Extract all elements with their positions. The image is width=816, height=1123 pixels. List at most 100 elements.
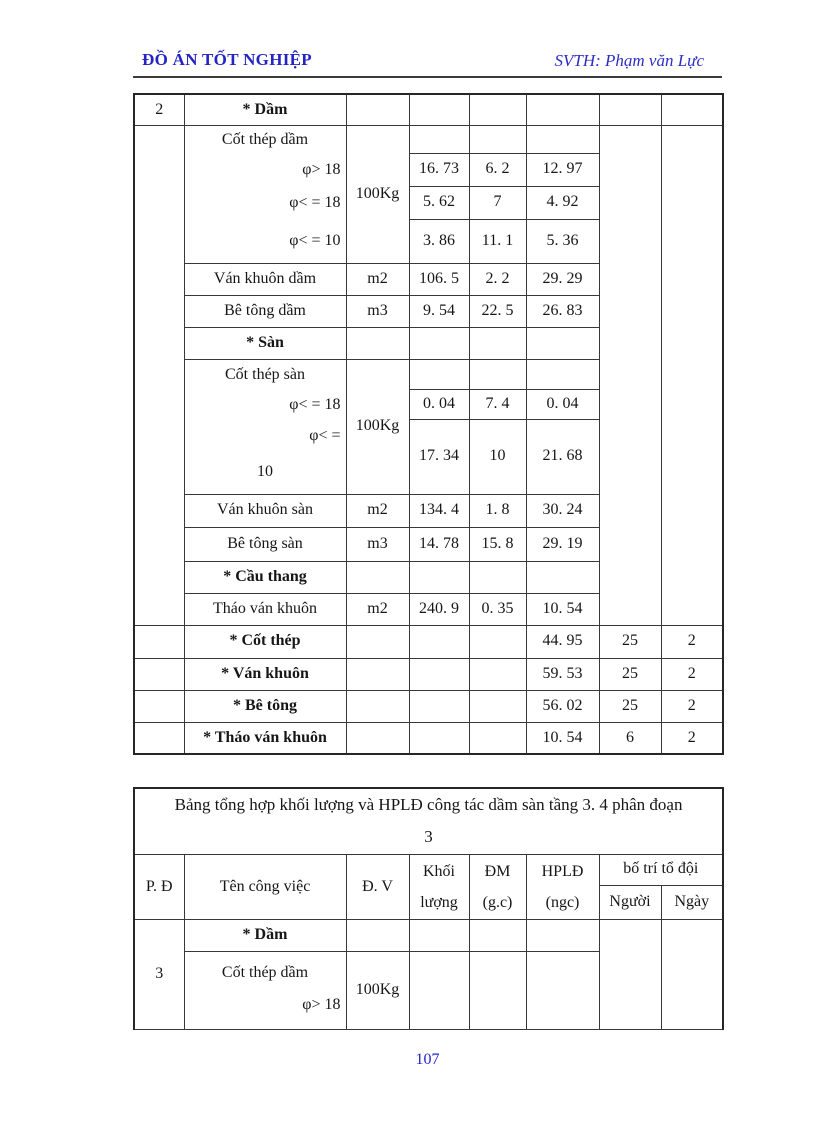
empty-cell xyxy=(468,358,527,390)
empty-cell xyxy=(598,918,662,1030)
phi-line: φ< = xyxy=(309,427,341,445)
hpld-cell: 5. 36 xyxy=(525,218,600,264)
ngay-cell: 2 xyxy=(660,689,724,723)
empty-cell xyxy=(133,721,185,755)
unit-cell: m3 xyxy=(345,294,410,328)
column-header-ngay: Ngày xyxy=(660,884,724,920)
empty-cell xyxy=(468,93,527,126)
empty-cell xyxy=(345,326,410,360)
column-header-khoi-luong: Khối lượng xyxy=(408,853,470,920)
hpld-cell: 44. 95 xyxy=(525,624,600,659)
nguoi-cell: 6 xyxy=(598,721,662,755)
unit-cell: 100Kg xyxy=(345,950,410,1030)
phi-line-wrap: 10 xyxy=(257,463,273,481)
empty-cell xyxy=(525,124,600,154)
nguoi-cell: 25 xyxy=(598,689,662,723)
empty-cell xyxy=(133,124,185,626)
phi-line: φ< = 18 xyxy=(289,194,341,212)
unit-cell: 100Kg xyxy=(345,124,410,264)
khoi-luong-cell: 17. 34 xyxy=(408,418,470,495)
empty-cell xyxy=(660,124,724,626)
dm-cell: 2. 2 xyxy=(468,262,527,296)
summary-label-cell: * Bê tông xyxy=(183,689,347,723)
volume-table-section-2: 2 * Dầm Cốt thép dầm φ> 18 φ< = 18 φ< = … xyxy=(133,93,724,755)
hpld-cell: 0. 04 xyxy=(525,388,600,420)
khoi-luong-cell: 106. 5 xyxy=(408,262,470,296)
nguoi-cell: 25 xyxy=(598,657,662,691)
work-name-cell: Bê tông sàn xyxy=(183,526,347,562)
ngay-cell: 2 xyxy=(660,657,724,691)
page-header: ĐỒ ÁN TỐT NGHIỆP SVTH: Phạm văn Lực xyxy=(133,50,722,74)
volume-table-section-3: Bảng tổng hợp khối lượng và HPLĐ công tá… xyxy=(133,787,725,1030)
hpld-cell: 4. 92 xyxy=(525,185,600,220)
work-label: Cốt thép dầm xyxy=(221,130,309,148)
empty-cell xyxy=(468,950,527,1030)
work-name-cell: Ván khuôn sàn xyxy=(183,493,347,528)
empty-cell xyxy=(525,326,600,360)
hpld-cell: 21. 68 xyxy=(525,418,600,495)
work-name-cell: Cốt thép sàn φ< = 18 φ< = 10 xyxy=(183,358,347,495)
hpld-cell: 29. 19 xyxy=(525,526,600,562)
unit-cell: m2 xyxy=(345,493,410,528)
khoi-luong-cell: 0. 04 xyxy=(408,388,470,420)
phi-line: φ< = 18 xyxy=(289,396,341,414)
empty-cell xyxy=(525,950,600,1030)
empty-cell xyxy=(345,624,410,659)
hpld-cell: 10. 54 xyxy=(525,721,600,755)
empty-cell xyxy=(468,326,527,360)
dm-cell: 7. 4 xyxy=(468,388,527,420)
empty-cell xyxy=(133,624,185,659)
empty-cell xyxy=(133,689,185,723)
empty-cell xyxy=(468,721,527,755)
empty-cell xyxy=(408,721,470,755)
column-header-dv: Đ. V xyxy=(345,853,410,920)
empty-cell xyxy=(525,560,600,594)
dm-cell: 15. 8 xyxy=(468,526,527,562)
dm-cell: 0. 35 xyxy=(468,592,527,626)
nguoi-cell: 25 xyxy=(598,624,662,659)
table-title-line1: Bảng tổng hợp khối lượng và HPLĐ công tá… xyxy=(174,795,683,815)
phi-line: φ< = 10 xyxy=(289,231,341,249)
column-header-bo-tri-to-doi: bố trí tổ đội xyxy=(598,853,724,886)
khoi-luong-cell: 134. 4 xyxy=(408,493,470,528)
empty-cell xyxy=(345,93,410,126)
summary-label-cell: * Ván khuôn xyxy=(183,657,347,691)
unit-cell: m2 xyxy=(345,592,410,626)
empty-cell xyxy=(468,560,527,594)
empty-cell xyxy=(408,657,470,691)
work-label: Cốt thép dầm xyxy=(221,964,309,982)
empty-cell xyxy=(468,918,527,952)
empty-cell xyxy=(408,624,470,659)
column-header-pd: P. Đ xyxy=(133,853,185,920)
empty-cell xyxy=(345,657,410,691)
dm-cell: 6. 2 xyxy=(468,152,527,187)
phi-line: φ> 18 xyxy=(302,996,341,1014)
hpld-cell: 56. 02 xyxy=(525,689,600,723)
empty-cell xyxy=(133,657,185,691)
work-name-cell: Ván khuôn dầm xyxy=(183,262,347,296)
table-title-cell: Bảng tổng hợp khối lượng và HPLĐ công tá… xyxy=(133,787,724,855)
column-header-ten-cong-viec: Tên công việc xyxy=(183,853,347,920)
group-title-cell: * Sàn xyxy=(183,326,347,360)
khoi-luong-cell: 16. 73 xyxy=(408,152,470,187)
empty-cell xyxy=(525,93,600,126)
group-title-cell: * Dầm xyxy=(183,93,347,126)
hpld-cell: 29. 29 xyxy=(525,262,600,296)
dm-cell: 10 xyxy=(468,418,527,495)
empty-cell xyxy=(598,93,662,126)
empty-cell xyxy=(345,689,410,723)
empty-cell xyxy=(345,721,410,755)
empty-cell xyxy=(468,689,527,723)
column-header-nguoi: Người xyxy=(598,884,662,920)
empty-cell xyxy=(345,918,410,952)
empty-cell xyxy=(525,918,600,952)
empty-cell xyxy=(408,358,470,390)
empty-cell xyxy=(468,624,527,659)
khoi-luong-cell: 240. 9 xyxy=(408,592,470,626)
header-author: SVTH: Phạm văn Lực xyxy=(554,51,704,70)
phi-line: φ> 18 xyxy=(302,161,341,179)
header-rule xyxy=(133,76,722,78)
group-title-cell: * Dầm xyxy=(183,918,347,952)
khoi-luong-cell: 9. 54 xyxy=(408,294,470,328)
empty-cell xyxy=(468,124,527,154)
